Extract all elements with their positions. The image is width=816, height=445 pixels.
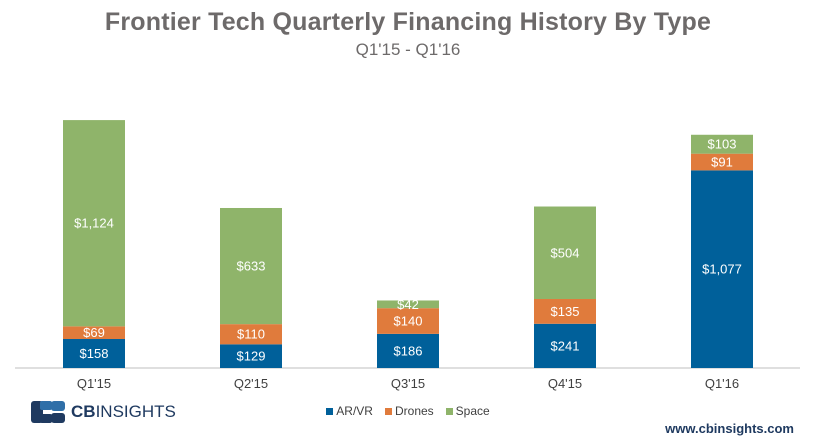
bar-drones-3 [534,299,596,324]
data-label: $135 [551,304,580,319]
bar-ar-vr-4 [691,170,753,368]
data-label: $91 [711,155,733,170]
data-label: $140 [394,314,423,329]
logo-prefix: CB [71,402,96,421]
data-label: $103 [708,137,737,152]
legend-label: Drones [394,404,434,418]
data-label: $129 [237,349,266,364]
chart-title: Frontier Tech Quarterly Financing Histor… [104,8,712,36]
x-tick-label: Q2'15 [234,376,268,391]
x-tick-label: Q1'15 [77,376,111,391]
x-tick-label: Q4'15 [548,376,582,391]
logo-suffix: INSIGHTS [95,402,176,421]
bar-space-3 [534,206,596,300]
cb-insights-logo: CBINSIGHTS [31,399,176,425]
legend-swatch [384,408,392,415]
bar-ar-vr-1 [220,344,282,368]
data-label: $241 [551,338,580,353]
data-label: $633 [237,259,266,274]
data-label: $158 [80,346,109,361]
bar-drones-0 [63,326,125,340]
bar-space-2 [377,300,439,309]
bar-space-4 [691,134,753,154]
bar-space-0 [63,120,125,327]
data-label: $1,124 [74,216,114,231]
data-label: $42 [397,297,419,312]
chart-legend: AR/VR Drones Space [0,404,816,418]
legend-item: Space [445,404,490,418]
legend-label: Space [455,404,490,418]
legend-item: AR/VR [326,404,373,418]
bar-ar-vr-3 [534,323,596,368]
cb-logo-icon [31,401,65,423]
logo-wordmark: CBINSIGHTS [71,402,176,422]
chart-subtitle: Q1'15 - Q1'16 [355,40,461,59]
bar-drones-4 [691,153,753,171]
bar-ar-vr-2 [377,333,439,368]
data-label: $1,077 [702,262,742,277]
bar-drones-1 [220,324,282,345]
bar-space-1 [220,207,282,325]
legend-swatch [326,408,334,415]
legend-label: AR/VR [336,404,373,418]
source-url: www.cbinsights.com [665,421,794,436]
data-label: $69 [83,325,105,340]
bar-ar-vr-0 [63,339,125,368]
data-label: $186 [394,343,423,358]
data-label: $110 [237,327,265,342]
x-tick-label: Q1'16 [705,376,739,391]
x-tick-label: Q3'15 [391,376,425,391]
legend-item: Drones [384,404,434,418]
data-label: $504 [551,245,580,260]
legend-swatch [445,408,453,415]
bar-drones-2 [377,308,439,334]
